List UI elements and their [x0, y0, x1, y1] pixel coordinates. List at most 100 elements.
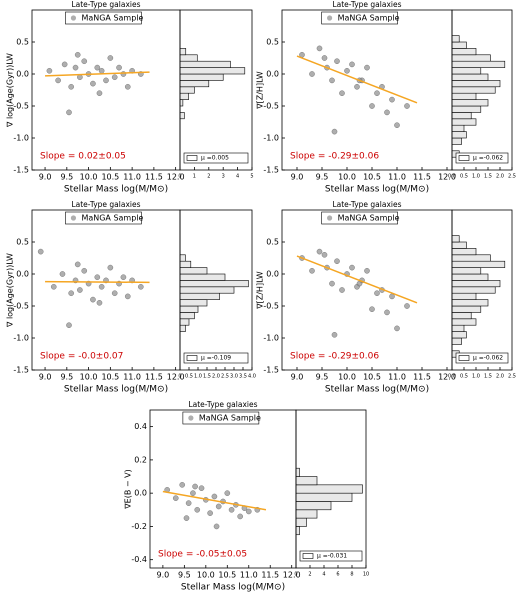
data-point — [50, 283, 57, 290]
histogram-bar — [295, 526, 300, 536]
slope-annotation: Slope = -0.05±0.05 — [158, 550, 247, 560]
hist-x-tick-label: 1.0 — [472, 174, 480, 180]
data-point — [116, 64, 122, 71]
x-tick-label: 11.0 — [388, 373, 406, 382]
histogram-bar — [451, 73, 489, 81]
hist-x-tick-label: 2.5 — [221, 374, 229, 380]
data-point — [124, 84, 131, 90]
x-tick-label: 10.5 — [218, 571, 236, 580]
data-point — [77, 287, 83, 293]
title: Late-Type galaxies — [71, 0, 140, 9]
data-point — [228, 506, 235, 513]
y-tick-label: 0.4 — [134, 422, 147, 431]
histogram-bar — [451, 35, 460, 43]
data-point — [245, 508, 252, 515]
histogram-bar — [451, 254, 491, 262]
data-point — [394, 122, 400, 128]
histogram-bar — [179, 318, 190, 326]
data-point — [103, 77, 109, 84]
histogram-bar — [179, 254, 186, 262]
slope-annotation: Slope = -0.0±0.07 — [40, 352, 123, 362]
data-point — [374, 290, 380, 297]
hist-x-tick-label: 2.0 — [496, 374, 504, 380]
histogram-bar — [451, 241, 467, 249]
x-tick-label: 10.5 — [101, 373, 119, 382]
histogram-bar — [451, 324, 465, 332]
hist-x-tick-label: 1.5 — [484, 174, 492, 180]
hist-legend-label: μ =-0.062 — [473, 155, 503, 162]
data-point — [81, 58, 88, 65]
hist-x-tick-label: 8 — [350, 572, 353, 578]
fit-line — [162, 490, 267, 511]
histogram-bar — [451, 267, 482, 275]
histogram-bar — [179, 280, 249, 288]
histogram-bar — [179, 267, 208, 275]
hist-x-tick-label: 6 — [336, 572, 339, 578]
hist-x-tick-label: 4.0 — [248, 374, 256, 380]
y-tick-label: -1.0 — [13, 334, 29, 343]
y-tick-label: -1.5 — [263, 366, 279, 375]
data-point — [334, 258, 340, 265]
x-tick-label: 10.5 — [363, 373, 381, 382]
legend-box — [65, 211, 142, 225]
data-point — [211, 493, 218, 500]
y-tick-label: -1.0 — [263, 334, 279, 343]
y-tick-label: 0.5 — [266, 238, 279, 247]
fit-line — [296, 55, 418, 104]
y-axis-label: ∇ log(Age(Gyr))LW — [6, 53, 15, 128]
histogram-bar — [451, 60, 506, 68]
histogram-bar — [179, 324, 186, 332]
hist-x-tick-label: 2.5 — [508, 174, 516, 180]
x-tick-label: 10.0 — [80, 173, 98, 182]
data-point — [339, 287, 345, 293]
hist-legend-box — [299, 550, 363, 562]
data-point — [309, 71, 315, 77]
data-point — [124, 293, 131, 300]
y-tick-label: 0.0 — [16, 70, 29, 79]
data-point — [46, 68, 53, 74]
histogram-bar — [179, 92, 189, 100]
data-point — [207, 510, 213, 516]
data-point — [185, 500, 192, 506]
hist-x-tick-label: 2.5 — [508, 374, 516, 380]
histogram-bar — [451, 118, 477, 126]
hist-legend-marker — [458, 355, 470, 361]
hist-x-tick-label: 0 — [178, 174, 181, 180]
plot-frame — [281, 9, 453, 171]
x-tick-label: 9.0 — [291, 173, 304, 182]
histogram-bar — [179, 305, 199, 313]
hist-x-tick-label: 3.5 — [239, 374, 247, 380]
legend-marker — [70, 15, 77, 21]
y-tick-label: -0.5 — [13, 102, 29, 111]
y-tick-label: 0.5 — [16, 38, 29, 47]
histogram-bar — [179, 112, 185, 120]
y-tick-label: -0.5 — [263, 102, 279, 111]
data-point — [96, 299, 103, 306]
data-point — [224, 490, 231, 496]
histogram-bar — [451, 286, 496, 294]
data-point — [90, 296, 96, 303]
histogram-bar — [451, 99, 489, 107]
slope-annotation: Slope = -0.29±0.06 — [290, 352, 379, 362]
hist-legend-marker — [458, 155, 470, 161]
data-point — [316, 248, 323, 255]
hist-legend-label: μ =0.005 — [201, 155, 229, 162]
hist-legend-label: μ =-0.109 — [201, 355, 231, 362]
x-tick-label: 10.0 — [338, 173, 356, 182]
hist-legend-label: μ =-0.031 — [317, 553, 347, 560]
legend-label: MaNGA Sample — [81, 14, 143, 23]
x-tick-label: 9.5 — [316, 173, 329, 182]
data-point — [98, 283, 105, 290]
histogram-bar — [451, 312, 472, 320]
histogram-bar — [179, 54, 198, 62]
data-point — [190, 490, 196, 496]
hist-x-tick-label: 1.0 — [194, 374, 202, 380]
x-axis-label: Stellar Mass log(M/M⊙) — [64, 185, 168, 195]
slope-annotation: Slope = -0.29±0.06 — [290, 152, 379, 162]
histogram-bar — [451, 131, 467, 139]
data-point — [66, 322, 72, 329]
title: Late-Type galaxies — [332, 200, 401, 209]
title: Late-Type galaxies — [188, 400, 257, 409]
x-tick-label: 11.5 — [413, 373, 431, 382]
x-tick-label: 9.5 — [178, 571, 191, 580]
